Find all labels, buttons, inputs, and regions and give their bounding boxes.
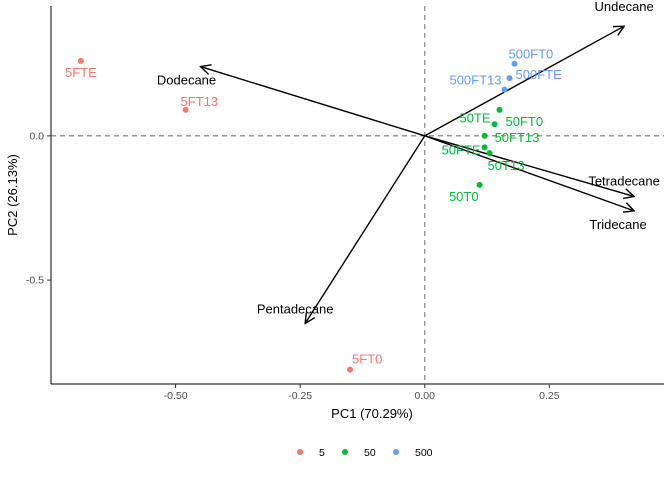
- point-label-500ft13: 500FT13: [449, 73, 501, 88]
- y-tick-label: 0.0: [29, 130, 44, 142]
- x-tick-label: 0.00: [415, 390, 436, 402]
- legend-key-dot: [393, 449, 399, 455]
- loading-label-tetradecane: Tetradecane: [588, 173, 660, 188]
- point-label-50ft13: 50FT13: [495, 130, 540, 145]
- x-tick-label: 0.25: [539, 390, 560, 402]
- loading-arrow-tetradecane: [424, 135, 634, 197]
- point-label-50t0: 50T0: [449, 189, 479, 204]
- legend-label: 5: [319, 447, 325, 459]
- loading-label-undecane: Undecane: [594, 0, 653, 14]
- data-point-5ft0: [347, 366, 354, 373]
- loading-arrow-tridecane: [424, 135, 634, 211]
- loading-arrows: Undecane Dodecane Tetradecane Tridecane Pent…: [157, 0, 660, 323]
- y-axis-ticks: -0.5 0.0: [26, 130, 51, 287]
- data-point-500fte: [506, 75, 513, 82]
- y-tick-label: -0.5: [26, 275, 44, 287]
- point-label-50fte: 50FTE: [442, 142, 481, 157]
- loading-arrow-dodecane: [201, 67, 425, 137]
- loading-label-dodecane: Dodecane: [157, 73, 216, 88]
- point-label-50t13: 50T13: [488, 158, 525, 173]
- data-point-50ft13: [481, 132, 488, 139]
- point-label-50ft0: 50FT0: [506, 114, 544, 129]
- point-label-5ft13: 5FT13: [181, 94, 219, 109]
- loading-arrow-undecane: [424, 26, 624, 137]
- loading-label-tridecane: Tridecane: [589, 217, 646, 232]
- legend-key-dot: [342, 449, 348, 455]
- legend: 5 50 500: [297, 447, 433, 459]
- loading-arrow-pentadecane: [305, 135, 426, 324]
- data-point-5fte: [77, 57, 84, 64]
- point-label-5fte: 5FTE: [65, 65, 97, 80]
- data-point-500ft0: [511, 60, 518, 67]
- point-label-500fte: 500FTE: [516, 67, 563, 82]
- data-point-50t13: [486, 150, 493, 157]
- x-axis-title: PC1 (70.29%): [331, 406, 413, 421]
- legend-key-dot: [297, 449, 303, 455]
- legend-label: 50: [364, 447, 376, 459]
- legend-item-5: 5: [297, 447, 325, 459]
- legend-label: 500: [415, 447, 433, 459]
- score-points: 5FTE 5FT13 5FT0 50FT0 50TE 50FT13 50FTE 50T13 50…: [65, 47, 562, 373]
- x-tick-label: -0.50: [164, 390, 188, 402]
- data-point-5ft13: [182, 106, 189, 113]
- loading-label-pentadecane: Pentadecane: [257, 301, 334, 316]
- reference-lines: [51, 6, 664, 384]
- data-point-50ft0: [496, 106, 503, 113]
- legend-item-50: 50: [342, 447, 376, 459]
- data-point-50t0: [476, 181, 483, 188]
- y-axis-title: PC2 (26.13%): [5, 154, 20, 236]
- data-point-500ft13: [501, 86, 508, 93]
- point-label-5ft0: 5FT0: [352, 352, 382, 367]
- legend-item-500: 500: [393, 447, 433, 459]
- point-label-50te: 50TE: [459, 110, 490, 125]
- data-point-50te: [491, 121, 498, 128]
- point-label-500ft0: 500FT0: [508, 47, 553, 62]
- x-tick-label: -0.25: [288, 390, 312, 402]
- data-point-50fte: [481, 144, 488, 151]
- x-axis-ticks: -0.50 -0.25 0.00 0.25: [164, 384, 560, 402]
